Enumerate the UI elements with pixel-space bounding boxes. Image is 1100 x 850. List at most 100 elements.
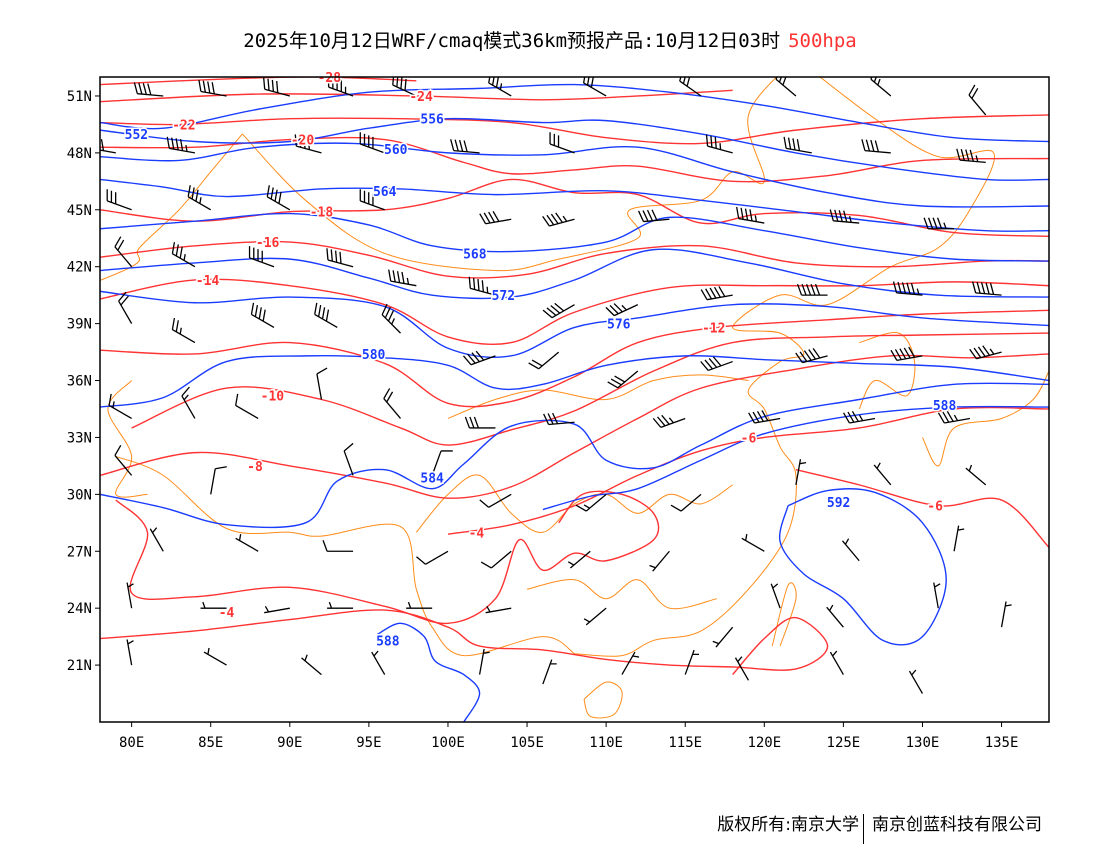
barb-tick — [897, 281, 902, 294]
barb-staff — [680, 493, 702, 512]
wind-barb — [187, 185, 212, 211]
barb-tick — [468, 276, 471, 289]
barb-tick — [772, 583, 779, 589]
barb-tick — [894, 349, 902, 360]
barb-tick — [325, 309, 330, 322]
wind-barb — [431, 450, 453, 476]
barb-tick — [480, 561, 492, 569]
barb-tick — [117, 239, 125, 251]
barb-tick — [473, 416, 480, 429]
border-line — [107, 380, 148, 498]
y-tick-label: 45N — [67, 203, 92, 219]
barb-staff — [235, 404, 259, 420]
barb-tick — [795, 352, 803, 363]
barb-tick — [903, 347, 911, 359]
barb-tick — [274, 189, 278, 202]
wind-barb — [795, 459, 807, 485]
barb-tick — [416, 556, 426, 565]
wind-barb — [133, 82, 164, 97]
temperature-contour-line — [115, 490, 660, 625]
wind-barb — [327, 601, 354, 609]
barb-tick — [492, 210, 500, 222]
barb-tick — [778, 77, 783, 83]
barb-tick — [740, 207, 744, 220]
wind-barb — [359, 132, 385, 154]
temperature-contour-label: -16 — [256, 236, 280, 251]
barb-tick — [270, 187, 274, 200]
barb-tick — [330, 249, 333, 262]
barb-tick — [700, 289, 708, 301]
barb-tick — [953, 414, 959, 421]
wind-barb — [826, 604, 844, 628]
wind-barb — [381, 303, 401, 334]
barb-tick — [744, 208, 749, 221]
wind-barb — [100, 139, 116, 154]
x-tick-label: 105E — [510, 735, 544, 751]
barb-tick — [968, 464, 973, 472]
y-tick-label: 24N — [67, 601, 92, 617]
wind-barb — [649, 550, 670, 572]
wind-barb — [700, 286, 733, 301]
barb-staff — [343, 450, 354, 476]
wind-barb — [479, 493, 512, 508]
x-tick-label: 120E — [747, 735, 781, 751]
barb-tick — [469, 416, 475, 429]
wind-barb — [468, 276, 496, 296]
barb-tick — [108, 393, 112, 406]
border-line — [922, 370, 1049, 467]
barb-tick — [138, 82, 143, 95]
barb-tick — [637, 210, 645, 222]
barb-tick — [472, 277, 476, 290]
barb-tick — [748, 412, 756, 424]
wind-barb — [861, 139, 891, 154]
barb-tick — [528, 362, 540, 370]
barb-tick — [812, 347, 821, 359]
barb-tick — [171, 242, 176, 254]
barb-tick — [114, 445, 122, 456]
wind-barb — [542, 659, 557, 685]
barb-tick — [814, 283, 821, 296]
wind-barb — [567, 550, 591, 569]
barb-tick — [406, 277, 410, 285]
axes: 80E 85E 90E 95E 100E 105E 110E 115E 120E 125E 130E… — [67, 89, 1019, 751]
wind-barb — [248, 246, 275, 268]
barb-staff — [431, 450, 442, 476]
height-contour-line — [100, 83, 1049, 143]
barb-tick — [686, 77, 691, 87]
barb-tick — [932, 217, 938, 229]
wind-barb — [266, 185, 291, 211]
wind-barb — [933, 582, 941, 609]
barb-tick — [946, 410, 954, 422]
barb-tick — [957, 528, 965, 531]
y-tick-label: 51N — [67, 89, 92, 105]
temperature-contours — [100, 77, 1049, 676]
barb-tick — [668, 417, 674, 424]
barb-tick — [391, 318, 395, 325]
wind-barb — [908, 669, 924, 694]
barb-tick — [705, 288, 713, 300]
wind-barb — [406, 601, 433, 609]
copyright-footer: 版权所有:南京大学 南京创蓝科技有限公司 — [717, 810, 1042, 844]
barb-tick — [982, 345, 991, 356]
temperature-contour-label: -6 — [927, 500, 943, 515]
wind-barb — [250, 302, 275, 328]
temperature-contour-line — [100, 178, 1049, 238]
barb-tick — [899, 348, 907, 360]
barb-tick — [381, 303, 388, 315]
height-contour-label: 560 — [384, 143, 408, 158]
height-contour-label: 576 — [607, 318, 631, 333]
wind-barb — [126, 639, 134, 666]
wind-barb — [679, 77, 702, 97]
wind-barb — [1000, 601, 1012, 628]
barb-tick — [175, 138, 179, 151]
barb-tick — [464, 416, 471, 429]
barb-tick — [407, 601, 412, 609]
wind-barb — [637, 209, 670, 223]
barb-tick — [586, 77, 590, 86]
wind-barb — [480, 550, 512, 569]
barb-tick — [258, 307, 262, 320]
height-contour-label: 556 — [420, 113, 444, 128]
wind-barb — [316, 367, 328, 400]
barb-tick — [632, 655, 640, 658]
